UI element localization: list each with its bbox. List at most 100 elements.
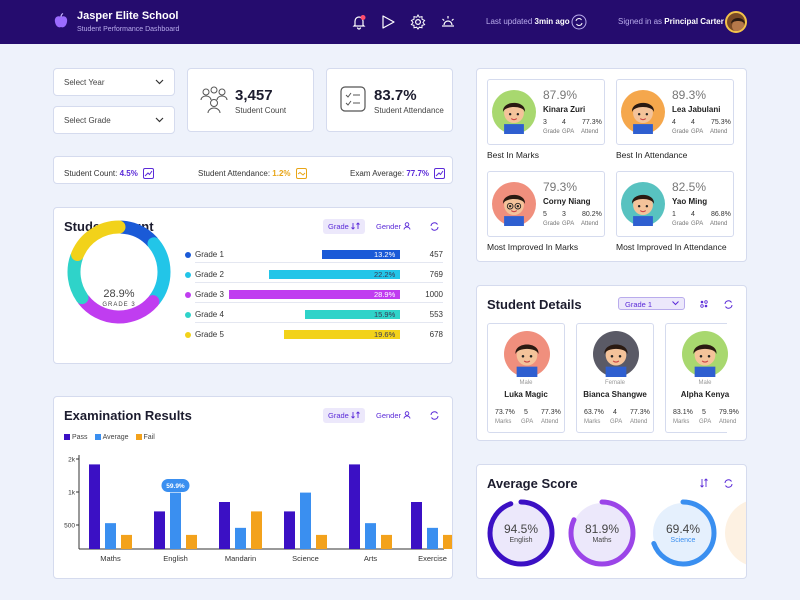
student-gender: Male (519, 380, 533, 386)
score-value: 94.5% (503, 522, 539, 536)
grade-count: 553 (429, 310, 443, 319)
achiever-name: Corny Niang (543, 197, 591, 206)
grade-percent: 13.2% (374, 250, 396, 259)
student-card[interactable]: Male Luka Magic 73.7% 5 77.3% Marks GPA Attend (487, 323, 565, 433)
grade-dot (185, 252, 191, 258)
legend-swatch (135, 434, 142, 440)
achiever-category: Most Improved In Attendance (616, 242, 727, 252)
x-category-label: Arts (364, 554, 378, 563)
x-category-label: Science (292, 554, 319, 563)
achiever-grade-label: Grade (672, 129, 689, 135)
achiever-card[interactable]: 87.9% Kinara Zuri 3 4 77.3% Grade GPA Attend (487, 79, 605, 145)
student-avatar-icon (621, 90, 665, 134)
student-marks: 63.7% (584, 409, 604, 416)
user-avatar[interactable] (725, 11, 747, 33)
exam-bar-pass[interactable] (284, 511, 295, 549)
exam-bar-fail[interactable] (443, 534, 452, 549)
student-count-kpi: 3,457 Student Count (187, 68, 314, 132)
grade-dropdown[interactable]: Grade 1 (618, 297, 685, 310)
score-value: 81.9% (584, 522, 620, 536)
trend-up-icon[interactable] (143, 168, 155, 179)
exam-bar-pass[interactable] (411, 502, 422, 549)
score-ring[interactable]: 94.5% English (487, 499, 555, 567)
exam-bar-fail[interactable] (316, 534, 327, 549)
achiever-attend: 86.8% (711, 211, 731, 218)
gender-filter-button[interactable]: Gender (376, 222, 411, 231)
achiever-card[interactable]: 89.3% Lea Jabulani 4 4 75.3% Grade GPA Attend (616, 79, 734, 145)
student-gpa: 5 (524, 409, 528, 416)
achiever-attend-label: Attend (581, 129, 599, 135)
student-avatar-icon (504, 331, 550, 377)
stat-label: Student Attendance: (198, 169, 271, 178)
bell-icon[interactable] (351, 14, 367, 30)
refresh-icon[interactable] (723, 299, 734, 310)
achiever-card[interactable]: 79.3% Corny Niang 5 3 80.2% Grade GPA Attend (487, 171, 605, 237)
sort-icon[interactable] (699, 478, 709, 488)
grade-row-divider (195, 282, 443, 283)
stat-exam-average: Exam Average: 77.7% (350, 168, 446, 179)
exam-bar-pass[interactable] (349, 464, 360, 549)
exam-bar-average[interactable] (170, 492, 181, 549)
sun-icon[interactable] (440, 14, 456, 30)
signed-in-user: Principal Carter (664, 17, 724, 26)
student-card[interactable]: Male Alpha Kenya 83.1% 5 79.9% Marks GPA Attend (665, 323, 739, 433)
student-attend: 77.3% (541, 409, 561, 416)
student-gender: Female (604, 380, 625, 386)
student-card[interactable]: Female Bianca Shangwe 63.7% 4 77.3% Marks GPA A… (576, 323, 654, 433)
play-icon[interactable] (380, 14, 396, 30)
grade-name: Grade 2 (195, 270, 224, 279)
grade-bar (268, 270, 400, 279)
achiever-category: Best In Attendance (616, 150, 688, 160)
exam-bar-average[interactable] (235, 527, 246, 549)
student-marks: 73.7% (495, 409, 515, 416)
tooltip-bubble (161, 479, 190, 492)
x-category-label: English (163, 554, 188, 563)
exam-bar-pass[interactable] (89, 464, 100, 549)
achiever-card[interactable]: 82.5% Yao Ming 1 4 86.8% Grade GPA Attend (616, 171, 734, 237)
chevron-down-icon (672, 301, 679, 306)
donut-slice-2[interactable] (147, 237, 171, 307)
grade-row: Grade 3 28.9% 1000 (183, 287, 443, 303)
donut-slice-3[interactable] (77, 293, 160, 324)
legend-item-average: Average (94, 434, 129, 441)
stats-strip: Student Count: 4.5% Student Attendance: … (53, 156, 453, 184)
exam-bar-pass[interactable] (219, 502, 230, 549)
sync-icon[interactable] (571, 14, 587, 30)
student-avatar-icon (492, 182, 536, 226)
trend-up-icon[interactable] (434, 168, 446, 179)
year-select[interactable]: Select Year (53, 68, 175, 96)
exam-bar-fail[interactable] (121, 534, 132, 549)
exam-bar-fail[interactable] (251, 511, 262, 549)
grade-select[interactable]: Select Grade (53, 106, 175, 134)
gender-filter-button[interactable]: Gender (376, 411, 411, 420)
exam-bar-fail[interactable] (381, 534, 392, 549)
achiever-gpa: 4 (691, 211, 695, 218)
score-ring[interactable]: 81.9% Maths (568, 499, 636, 567)
donut-slice-1[interactable] (115, 220, 159, 249)
donut-slice-5[interactable] (71, 220, 126, 262)
exam-bar-fail[interactable] (186, 534, 197, 549)
exam-bar-average[interactable] (365, 523, 376, 549)
grade-sort-button[interactable]: Grade (323, 408, 365, 423)
y-tick-label: 2k (68, 457, 76, 464)
gear-icon[interactable] (410, 14, 426, 30)
grade-sort-button[interactable]: Grade (323, 219, 365, 234)
grade-row: Grade 1 13.2% 457 (183, 247, 443, 263)
partial-score-ring (725, 499, 746, 567)
last-updated: Last updated 3min ago (486, 17, 570, 26)
grade-pill-label: Grade (328, 411, 349, 420)
exam-bar-average[interactable] (427, 527, 438, 549)
trend-icon[interactable] (295, 168, 307, 179)
score-ring[interactable]: 69.4% Science (649, 499, 717, 567)
grade-row-divider (195, 262, 443, 263)
refresh-icon[interactable] (429, 221, 440, 232)
exam-bar-pass[interactable] (154, 511, 165, 549)
filter-grid-icon[interactable] (699, 299, 709, 309)
grade-row: Grade 5 19.6% 678 (183, 327, 443, 343)
refresh-icon[interactable] (429, 410, 440, 421)
refresh-icon[interactable] (723, 478, 734, 489)
exam-bar-average[interactable] (105, 523, 116, 549)
exam-bar-average[interactable] (300, 492, 311, 549)
person-icon (403, 222, 411, 230)
dashboard-subtitle: Student Performance Dashboard (77, 26, 180, 33)
